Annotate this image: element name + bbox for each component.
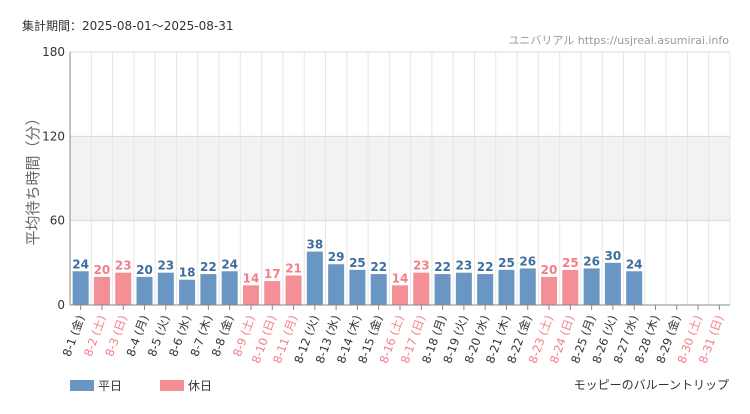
data-label: 22 bbox=[200, 260, 217, 274]
data-label: 17 bbox=[264, 267, 281, 281]
bar bbox=[93, 276, 110, 305]
data-label: 26 bbox=[583, 254, 600, 268]
attraction-name: モッピーのバルーントリップ bbox=[574, 378, 729, 392]
data-label: 22 bbox=[434, 260, 451, 274]
site-credit: ユニバリアル https://usjreal.asumirai.info bbox=[508, 34, 729, 47]
data-label: 24 bbox=[221, 257, 238, 271]
y-tick-label: 180 bbox=[42, 45, 65, 59]
data-label: 20 bbox=[136, 263, 153, 277]
y-tick-label: 0 bbox=[57, 298, 65, 312]
bar bbox=[136, 276, 153, 305]
bar bbox=[370, 274, 387, 305]
bar bbox=[306, 251, 323, 305]
data-label: 24 bbox=[72, 257, 89, 271]
bar bbox=[72, 271, 89, 305]
data-label: 23 bbox=[413, 259, 430, 273]
data-label: 20 bbox=[94, 263, 111, 277]
bar bbox=[157, 272, 174, 305]
bar bbox=[115, 272, 132, 305]
data-label: 25 bbox=[562, 256, 579, 270]
bar bbox=[519, 268, 536, 305]
data-label: 21 bbox=[285, 261, 302, 275]
bar bbox=[498, 269, 515, 305]
data-label: 18 bbox=[179, 266, 196, 280]
data-label: 22 bbox=[477, 260, 494, 274]
legend-label: 平日 bbox=[98, 379, 122, 393]
bar bbox=[179, 279, 196, 305]
data-label: 38 bbox=[306, 238, 323, 252]
bar bbox=[413, 272, 430, 305]
y-tick-label: 120 bbox=[42, 129, 65, 143]
legend-swatch bbox=[70, 380, 94, 391]
data-label: 26 bbox=[519, 254, 536, 268]
data-label: 23 bbox=[456, 259, 473, 273]
bar bbox=[242, 285, 259, 305]
bar bbox=[392, 285, 408, 305]
legend-label: 休日 bbox=[188, 379, 212, 393]
data-label: 14 bbox=[243, 271, 260, 285]
data-label: 29 bbox=[328, 250, 345, 264]
bar bbox=[604, 262, 621, 305]
bar bbox=[626, 271, 643, 305]
bar bbox=[200, 274, 217, 305]
data-label: 24 bbox=[626, 257, 643, 271]
data-label: 30 bbox=[605, 249, 622, 263]
bar bbox=[264, 281, 281, 305]
data-label: 25 bbox=[349, 256, 366, 270]
y-tick-label: 60 bbox=[50, 214, 65, 228]
data-label: 23 bbox=[115, 259, 132, 273]
bar bbox=[541, 276, 558, 305]
legend-swatch bbox=[160, 380, 184, 391]
bar bbox=[349, 269, 366, 305]
y-axis-title: 平均待ち時間（分） bbox=[24, 110, 42, 245]
bar bbox=[328, 264, 345, 305]
bar bbox=[285, 275, 302, 305]
data-label: 22 bbox=[370, 260, 387, 274]
data-label: 23 bbox=[157, 259, 174, 273]
bar bbox=[221, 271, 238, 305]
bar bbox=[583, 268, 600, 305]
collection-period: 集計期間：2025-08-01～2025-08-31 bbox=[22, 18, 233, 33]
bar bbox=[455, 272, 472, 305]
bar bbox=[477, 274, 494, 305]
plot-band bbox=[70, 136, 730, 221]
data-label: 25 bbox=[498, 256, 515, 270]
bar bbox=[434, 274, 451, 305]
bar bbox=[562, 269, 579, 305]
data-label: 14 bbox=[392, 271, 409, 285]
data-label: 20 bbox=[541, 263, 558, 277]
